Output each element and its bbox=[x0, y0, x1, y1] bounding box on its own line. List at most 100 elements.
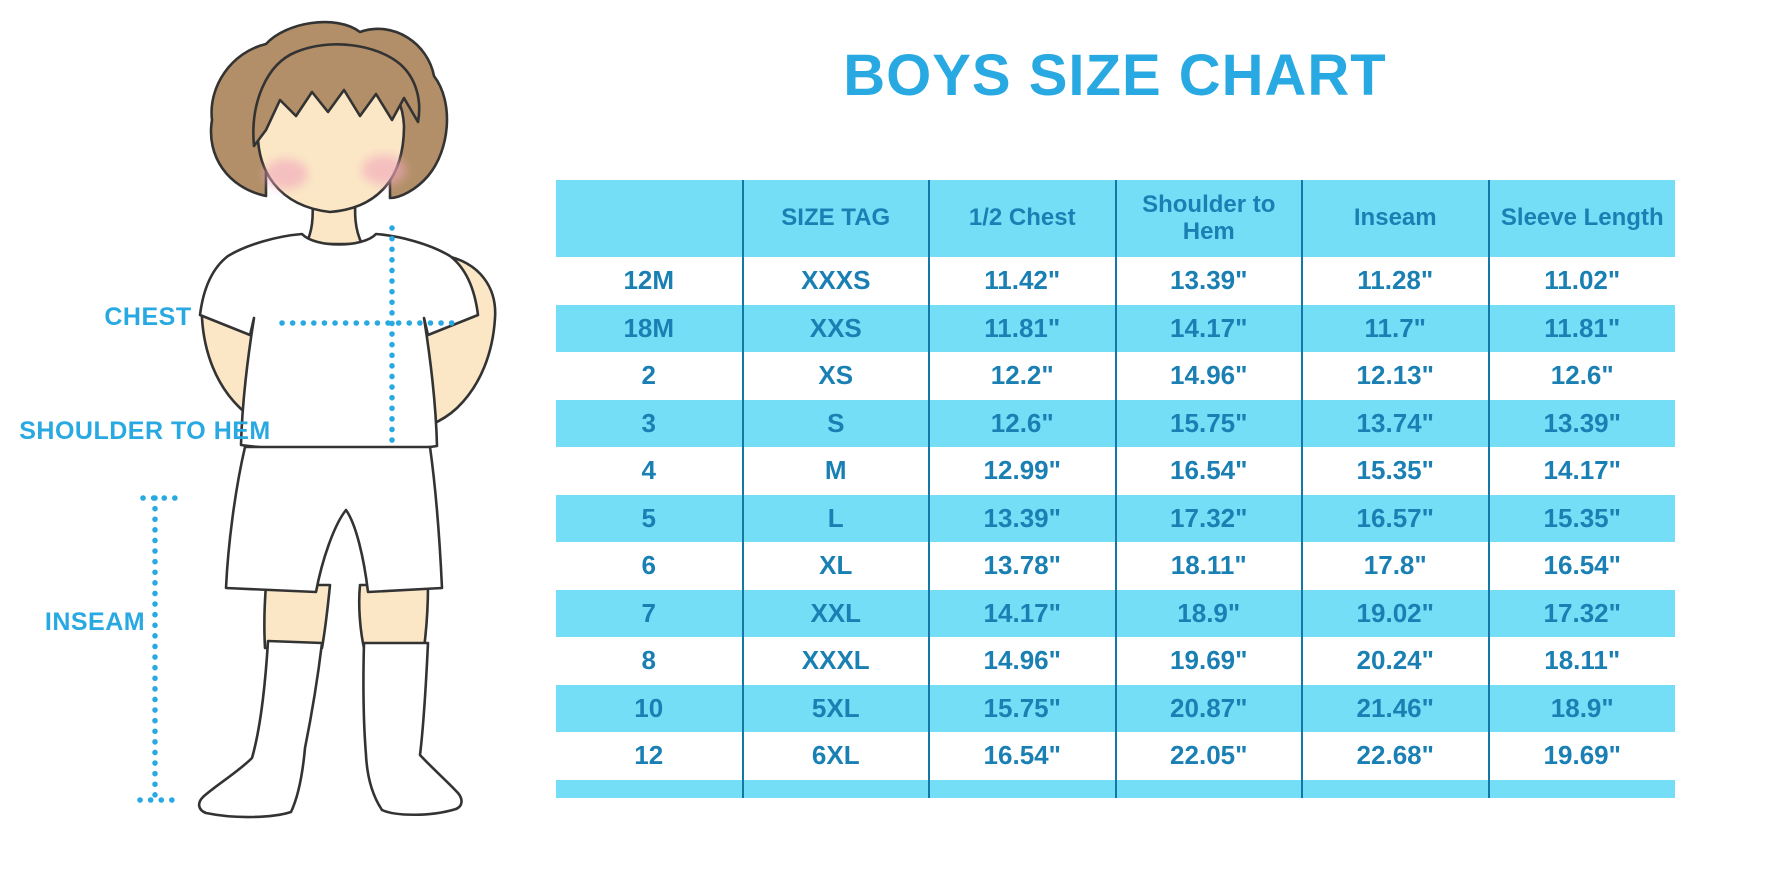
value-cell: 11.28" bbox=[1301, 257, 1489, 305]
table-row: 8 XXXL 14.96" 19.69" 20.24" 18.11" bbox=[556, 637, 1675, 685]
value-cell: 17.32" bbox=[1487, 589, 1675, 637]
value-cell: 16.54" bbox=[1487, 542, 1675, 590]
value-cell: 15.75" bbox=[1114, 399, 1302, 447]
value-cell: 12.99" bbox=[928, 447, 1116, 495]
value-cell: 11.42" bbox=[928, 257, 1116, 305]
value-cell: 13.39" bbox=[1487, 399, 1675, 447]
size-cell: 2 bbox=[641, 360, 656, 391]
boy-right-cheek bbox=[362, 155, 406, 185]
table-row: 5 L 13.39" 17.32" 16.57" 15.35" bbox=[556, 494, 1675, 542]
size-cell: 6 bbox=[641, 550, 656, 581]
size-cell: 7 bbox=[556, 589, 743, 637]
value-cell: 12.13" bbox=[1301, 352, 1489, 400]
value-cell: 11.81" bbox=[928, 304, 1116, 352]
value-cell: 15.35" bbox=[1301, 447, 1489, 495]
value-cell: XXS bbox=[741, 304, 929, 352]
value-cell: 11.81" bbox=[1487, 304, 1675, 352]
value-cell: 19.02" bbox=[1301, 589, 1489, 637]
size-cell: 10 bbox=[556, 684, 743, 732]
chest-label: CHEST bbox=[104, 303, 192, 331]
value-cell: XL bbox=[741, 542, 929, 590]
table-row: 4 M 12.99" 16.54" 15.35" 14.17" bbox=[556, 447, 1675, 495]
table-row: 3 S 12.6" 15.75" 13.74" 13.39" bbox=[556, 399, 1675, 447]
value-cell: M bbox=[741, 447, 929, 495]
header-cell-half-chest: 1/2 Chest bbox=[928, 180, 1116, 257]
table-tail-row bbox=[556, 779, 1675, 798]
value-cell: XS bbox=[741, 352, 929, 400]
value-cell: XXXS bbox=[741, 257, 929, 305]
size-cell: 3 bbox=[556, 399, 743, 447]
boy-right-sock bbox=[362, 641, 463, 816]
value-cell: 14.17" bbox=[1114, 304, 1302, 352]
value-cell: L bbox=[741, 494, 929, 542]
value-cell: XXL bbox=[741, 589, 929, 637]
value-cell: 19.69" bbox=[1114, 637, 1302, 685]
header-cell-sleeve-length: Sleeve Length bbox=[1487, 180, 1675, 257]
value-cell: 12.6" bbox=[928, 399, 1116, 447]
value-cell: 18.11" bbox=[1114, 542, 1302, 590]
table-row: 2 XS 12.2" 14.96" 12.13" 12.6" bbox=[556, 352, 1675, 400]
header-cell-size-tag: SIZE TAG bbox=[741, 180, 929, 257]
value-cell: 21.46" bbox=[1301, 684, 1489, 732]
header-cell-inseam: Inseam bbox=[1301, 180, 1489, 257]
value-cell: 14.17" bbox=[928, 589, 1116, 637]
table-row: 12 6XL 16.54" 22.05" 22.68" 19.69" bbox=[556, 732, 1675, 780]
value-cell: 11.02" bbox=[1487, 257, 1675, 305]
boy-shorts bbox=[224, 445, 444, 594]
size-cell: 8 bbox=[641, 645, 656, 676]
table-row: 6 XL 13.78" 18.11" 17.8" 16.54" bbox=[556, 542, 1675, 590]
size-cell: 4 bbox=[641, 455, 656, 486]
value-cell: 11.7" bbox=[1301, 304, 1489, 352]
size-cell: 18M bbox=[556, 304, 743, 352]
value-cell: 12.2" bbox=[928, 352, 1116, 400]
value-cell: 15.75" bbox=[928, 684, 1116, 732]
tail-cell bbox=[1114, 779, 1302, 798]
value-cell: 13.39" bbox=[1114, 257, 1302, 305]
value-cell: 6XL bbox=[741, 732, 929, 780]
value-cell: 14.96" bbox=[928, 637, 1116, 685]
value-cell: 15.35" bbox=[1487, 494, 1675, 542]
shoulder-to-hem-label: SHOULDER TO HEM bbox=[19, 417, 271, 445]
value-cell: 17.8" bbox=[1301, 542, 1489, 590]
boy-left-cheek bbox=[264, 159, 308, 189]
value-cell: S bbox=[741, 399, 929, 447]
table-row: 12M XXXS 11.42" 13.39" 11.28" 11.02" bbox=[556, 257, 1675, 305]
size-cell: 12 bbox=[634, 740, 664, 771]
value-cell: 20.24" bbox=[1301, 637, 1489, 685]
size-table: SIZE TAG 1/2 Chest Shoulder to Hem Insea… bbox=[556, 180, 1675, 798]
value-cell: 14.17" bbox=[1487, 447, 1675, 495]
value-cell: 13.74" bbox=[1301, 399, 1489, 447]
value-cell: 18.9" bbox=[1114, 589, 1302, 637]
boy-illustration bbox=[137, 20, 497, 819]
value-cell: 18.9" bbox=[1487, 684, 1675, 732]
tail-cell bbox=[928, 779, 1116, 798]
value-cell: 19.69" bbox=[1487, 732, 1675, 780]
size-cell: 5 bbox=[556, 494, 743, 542]
boy-right-leg bbox=[357, 583, 430, 650]
header-cell-shoulder-to-hem: Shoulder to Hem bbox=[1114, 180, 1302, 257]
value-cell: XXXL bbox=[741, 637, 929, 685]
value-cell: 22.68" bbox=[1301, 732, 1489, 780]
table-row: 10 5XL 15.75" 20.87" 21.46" 18.9" bbox=[556, 684, 1675, 732]
value-cell: 16.54" bbox=[928, 732, 1116, 780]
value-cell: 12.6" bbox=[1487, 352, 1675, 400]
size-cell: 12M bbox=[623, 265, 675, 296]
table-row: 7 XXL 14.17" 18.9" 19.02" 17.32" bbox=[556, 589, 1675, 637]
boy-fringe bbox=[252, 43, 421, 148]
tail-cell bbox=[1487, 779, 1675, 798]
boy-left-leg bbox=[263, 583, 332, 650]
value-cell: 5XL bbox=[741, 684, 929, 732]
size-table-body: 12M XXXS 11.42" 13.39" 11.28" 11.02" 18M XXS 11.… bbox=[556, 257, 1675, 798]
inseam-label: INSEAM bbox=[44, 608, 146, 636]
page-title: BOYS SIZE CHART bbox=[843, 43, 1387, 108]
value-cell: 22.05" bbox=[1114, 732, 1302, 780]
tail-cell bbox=[741, 779, 929, 798]
table-row: 18M XXS 11.81" 14.17" 11.7" 11.81" bbox=[556, 304, 1675, 352]
size-table-header: SIZE TAG 1/2 Chest Shoulder to Hem Insea… bbox=[556, 180, 1675, 257]
value-cell: 18.11" bbox=[1487, 637, 1675, 685]
value-cell: 13.39" bbox=[928, 494, 1116, 542]
header-row: SIZE TAG 1/2 Chest Shoulder to Hem Insea… bbox=[556, 180, 1675, 257]
tail-cell bbox=[1301, 779, 1489, 798]
header-cell-size bbox=[556, 180, 743, 257]
